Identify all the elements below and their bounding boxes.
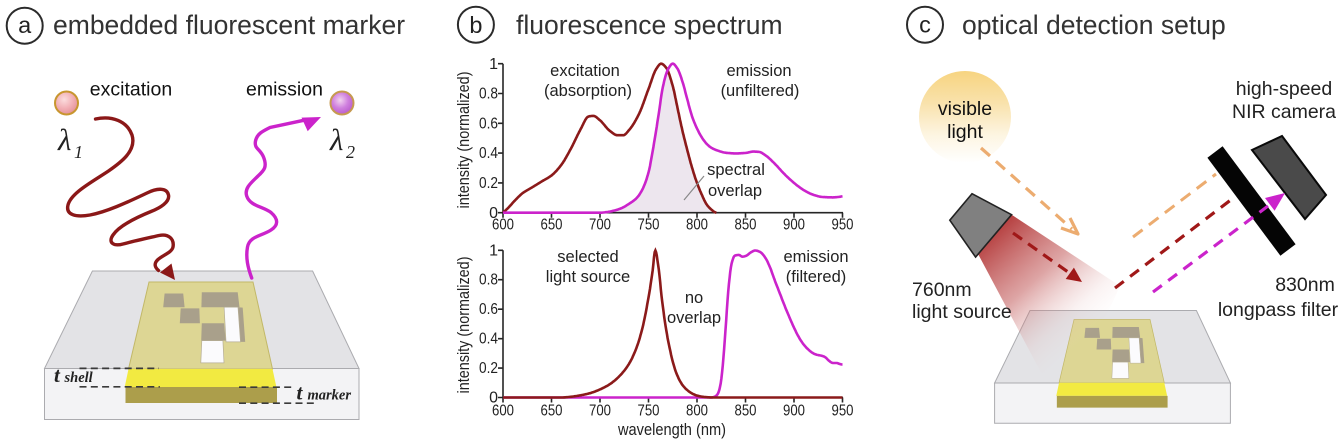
svg-text:0.6: 0.6 <box>479 116 498 133</box>
svg-text:0: 0 <box>489 205 498 222</box>
svg-text:1: 1 <box>489 56 498 73</box>
svg-text:selected: selected <box>557 248 618 266</box>
svg-text:intensity (normalized): intensity (normalized) <box>455 257 473 394</box>
svg-text:2: 2 <box>346 142 355 162</box>
svg-text:600: 600 <box>492 217 514 234</box>
svg-text:shell: shell <box>64 370 93 386</box>
svg-text:850: 850 <box>735 217 757 234</box>
svg-text:0.4: 0.4 <box>479 331 498 348</box>
svg-text:light: light <box>947 121 983 143</box>
svg-text:700: 700 <box>589 403 611 420</box>
svg-text:b: b <box>469 12 482 38</box>
svg-text:emission: emission <box>246 78 323 100</box>
svg-text:0.4: 0.4 <box>479 145 498 162</box>
svg-text:900: 900 <box>783 217 805 234</box>
svg-text:λ: λ <box>57 122 71 157</box>
svg-text:0: 0 <box>489 390 498 407</box>
svg-text:1: 1 <box>74 142 83 162</box>
svg-text:λ: λ <box>329 122 343 157</box>
svg-text:(absorption): (absorption) <box>544 82 632 100</box>
svg-text:a: a <box>18 12 32 38</box>
svg-text:1: 1 <box>489 243 498 260</box>
svg-text:800: 800 <box>686 403 708 420</box>
svg-text:fluorescence spectrum: fluorescence spectrum <box>516 10 783 40</box>
svg-text:700: 700 <box>589 217 611 234</box>
svg-text:marker: marker <box>308 388 352 404</box>
svg-text:c: c <box>919 12 931 38</box>
svg-text:(filtered): (filtered) <box>786 268 847 286</box>
svg-text:excitation: excitation <box>550 62 620 80</box>
svg-text:850: 850 <box>735 403 757 420</box>
svg-text:no: no <box>685 289 703 307</box>
svg-text:950: 950 <box>832 217 854 234</box>
svg-text:t: t <box>297 381 304 405</box>
svg-text:t: t <box>54 363 61 387</box>
svg-text:emission: emission <box>726 62 791 80</box>
svg-text:visible: visible <box>938 98 992 120</box>
svg-text:0.2: 0.2 <box>479 175 498 192</box>
svg-text:900: 900 <box>783 403 805 420</box>
svg-text:750: 750 <box>638 403 660 420</box>
svg-text:830nm: 830nm <box>1275 274 1335 296</box>
svg-text:0.8: 0.8 <box>479 86 498 103</box>
svg-text:overlap: overlap <box>708 182 762 200</box>
svg-text:overlap: overlap <box>667 309 721 327</box>
svg-text:wavelength (nm): wavelength (nm) <box>617 421 726 439</box>
svg-text:intensity (normalized): intensity (normalized) <box>455 72 473 209</box>
svg-text:600: 600 <box>492 403 514 420</box>
svg-text:longpass filter: longpass filter <box>1218 299 1339 321</box>
svg-text:650: 650 <box>541 217 563 234</box>
svg-text:(unfiltered): (unfiltered) <box>721 82 800 100</box>
svg-text:800: 800 <box>686 217 708 234</box>
svg-text:emission: emission <box>783 248 848 266</box>
svg-text:embedded fluorescent marker: embedded fluorescent marker <box>53 10 405 40</box>
svg-text:spectral: spectral <box>707 161 765 179</box>
svg-text:light source: light source <box>546 268 630 286</box>
svg-text:excitation: excitation <box>90 78 172 100</box>
svg-text:0.6: 0.6 <box>479 301 498 318</box>
svg-text:750: 750 <box>638 217 660 234</box>
svg-text:760nm: 760nm <box>912 279 972 301</box>
svg-text:950: 950 <box>832 403 854 420</box>
svg-text:0.8: 0.8 <box>479 272 498 289</box>
svg-text:650: 650 <box>541 403 563 420</box>
svg-text:NIR camera: NIR camera <box>1232 101 1336 123</box>
svg-text:light source: light source <box>912 301 1012 323</box>
svg-text:0.2: 0.2 <box>479 360 498 377</box>
svg-text:high-speed: high-speed <box>1236 78 1333 100</box>
svg-text:optical detection setup: optical detection setup <box>962 10 1226 40</box>
